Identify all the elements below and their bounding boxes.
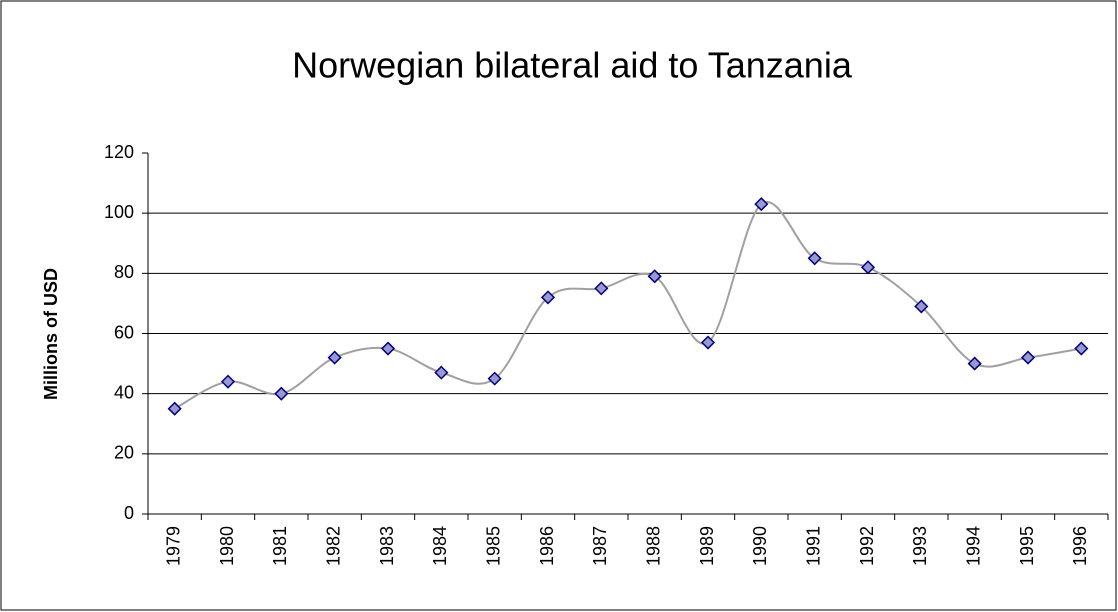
- x-tick-label: 1996: [1070, 526, 1090, 566]
- marker: [487, 371, 502, 386]
- x-tick-label: 1984: [430, 526, 450, 566]
- marker: [220, 374, 236, 389]
- x-tick-label: 1985: [483, 526, 503, 566]
- marker: [380, 341, 396, 356]
- marker: [274, 386, 289, 401]
- marker: [327, 350, 342, 365]
- x-tick-label: 1995: [1017, 526, 1037, 566]
- y-tick-label: 0: [124, 503, 134, 523]
- x-tick-label: 1994: [963, 526, 983, 566]
- x-tick-label: 1980: [217, 526, 237, 566]
- marker: [540, 290, 556, 305]
- x-tick-label: 1993: [910, 526, 930, 566]
- y-tick-label: 100: [104, 202, 134, 222]
- x-tick-label: 1987: [590, 526, 610, 566]
- y-tick-label: 120: [104, 142, 134, 162]
- marker: [1020, 350, 1036, 365]
- chart-title: Norwegian bilateral aid to Tanzania: [292, 45, 853, 86]
- y-axis-label: Millions of USD: [41, 268, 61, 400]
- x-tick-label: 1989: [697, 526, 717, 566]
- x-tick-label: 1986: [537, 526, 557, 566]
- marker: [860, 260, 876, 275]
- marker: [1074, 341, 1089, 356]
- x-tick-label: 1979: [163, 526, 183, 566]
- y-tick-label: 60: [114, 322, 134, 342]
- x-tick-label: 1992: [857, 526, 877, 566]
- x-tick-label: 1991: [803, 526, 823, 566]
- x-tick-label: 1982: [323, 526, 343, 566]
- y-tick-label: 20: [114, 443, 134, 463]
- marker: [434, 365, 449, 380]
- marker: [647, 269, 662, 284]
- marker: [167, 401, 182, 416]
- marker: [700, 335, 716, 350]
- marker: [807, 251, 822, 266]
- y-tick-label: 80: [114, 262, 134, 282]
- marker: [967, 356, 982, 371]
- x-tick-label: 1988: [643, 526, 663, 566]
- marker: [754, 197, 769, 212]
- y-tick-label: 40: [114, 382, 134, 402]
- x-tick-label: 1981: [270, 526, 290, 566]
- marker: [914, 299, 929, 314]
- x-tick-label: 1983: [377, 526, 397, 566]
- x-tick-label: 1990: [750, 526, 770, 566]
- marker: [594, 281, 609, 296]
